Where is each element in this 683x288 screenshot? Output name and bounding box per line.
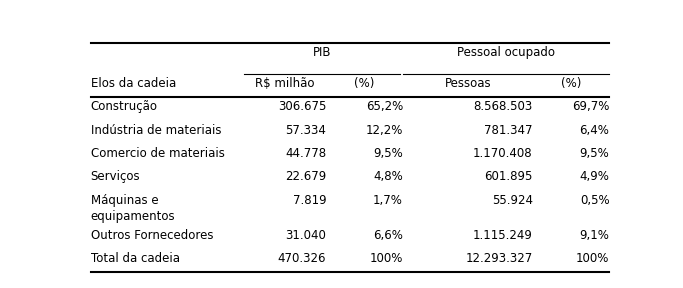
Text: 31.040: 31.040 [285,229,326,242]
Text: 601.895: 601.895 [484,170,533,183]
Text: 6,4%: 6,4% [580,124,609,137]
Text: 6,6%: 6,6% [373,229,403,242]
Text: 100%: 100% [370,252,403,265]
Text: 22.679: 22.679 [285,170,326,183]
Text: 8.568.503: 8.568.503 [473,101,533,113]
Text: Máquinas e
equipamentos: Máquinas e equipamentos [91,194,176,223]
Text: Elos da cadeia: Elos da cadeia [91,77,176,90]
Text: Serviços: Serviços [91,170,140,183]
Text: (%): (%) [354,77,375,90]
Text: 470.326: 470.326 [278,252,326,265]
Text: Pessoas: Pessoas [445,77,491,90]
Text: Indústria de materiais: Indústria de materiais [91,124,221,137]
Text: 69,7%: 69,7% [572,101,609,113]
Text: 12.293.327: 12.293.327 [465,252,533,265]
Text: 57.334: 57.334 [285,124,326,137]
Text: PIB: PIB [313,46,331,59]
Text: Pessoal ocupado: Pessoal ocupado [457,46,555,59]
Text: 1.115.249: 1.115.249 [473,229,533,242]
Text: Comercio de materiais: Comercio de materiais [91,147,225,160]
Text: (%): (%) [561,77,581,90]
Text: 7.819: 7.819 [292,194,326,206]
Text: 44.778: 44.778 [285,147,326,160]
Text: 306.675: 306.675 [278,101,326,113]
Text: Construção: Construção [91,101,158,113]
Text: 9,5%: 9,5% [580,147,609,160]
Text: 12,2%: 12,2% [365,124,403,137]
Text: Outros Fornecedores: Outros Fornecedores [91,229,213,242]
Text: 9,5%: 9,5% [373,147,403,160]
Text: R$ milhão: R$ milhão [255,77,315,90]
Text: 1.170.408: 1.170.408 [473,147,533,160]
Text: 0,5%: 0,5% [580,194,609,206]
Text: 55.924: 55.924 [492,194,533,206]
Text: 4,8%: 4,8% [373,170,403,183]
Text: 781.347: 781.347 [484,124,533,137]
Text: 4,9%: 4,9% [580,170,609,183]
Text: 100%: 100% [576,252,609,265]
Text: 9,1%: 9,1% [580,229,609,242]
Text: 65,2%: 65,2% [365,101,403,113]
Text: 1,7%: 1,7% [373,194,403,206]
Text: Total da cadeia: Total da cadeia [91,252,180,265]
